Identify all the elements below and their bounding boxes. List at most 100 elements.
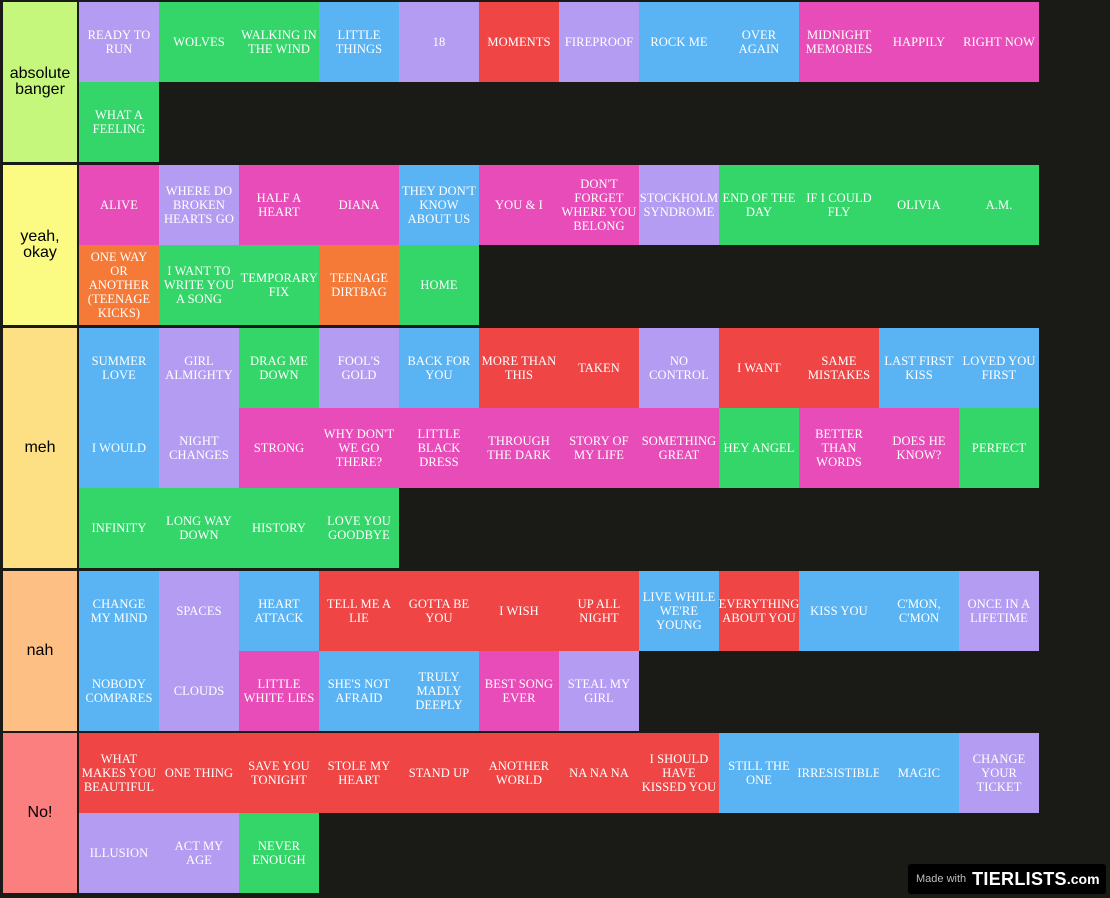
tier-item-tile[interactable]: DON'T FORGET WHERE YOU BELONG: [559, 165, 639, 245]
tier-item-tile[interactable]: I WISH: [479, 571, 559, 651]
tierlists-logo: TIERLISTS: [972, 868, 1067, 889]
tier-item-tile[interactable]: ALIVE: [79, 165, 159, 245]
tier-item-tile[interactable]: ILLUSION: [79, 813, 159, 893]
tier-item-tile[interactable]: HAPPILY: [879, 2, 959, 82]
tier-item-tile[interactable]: SOMETHING GREAT: [639, 408, 719, 488]
tier-item-tile[interactable]: STOLE MY HEART: [319, 733, 399, 813]
tier-item-tile[interactable]: I WANT: [719, 328, 799, 408]
tier-item-tile[interactable]: LOVE YOU GOODBYE: [319, 488, 399, 568]
tier-item-tile[interactable]: TEMPORARY FIX: [239, 245, 319, 325]
tier-item-tile[interactable]: I WOULD: [79, 408, 159, 488]
tier-item-tile[interactable]: DIANA: [319, 165, 399, 245]
tier-item-tile[interactable]: STILL THE ONE: [719, 733, 799, 813]
tier-item-tile[interactable]: HISTORY: [239, 488, 319, 568]
tier-item-tile[interactable]: STORY OF MY LIFE: [559, 408, 639, 488]
tier-item-tile[interactable]: NOBODY COMPARES: [79, 651, 159, 731]
tier-item-tile[interactable]: THROUGH THE DARK: [479, 408, 559, 488]
tier-item-tile[interactable]: THEY DON'T KNOW ABOUT US: [399, 165, 479, 245]
tier-item-tile[interactable]: NEVER ENOUGH: [239, 813, 319, 893]
tier-item-tile[interactable]: DRAG ME DOWN: [239, 328, 319, 408]
tier-item-tile[interactable]: ACT MY AGE: [159, 813, 239, 893]
tier-item-tile[interactable]: A.M.: [959, 165, 1039, 245]
tier-item-tile[interactable]: END OF THE DAY: [719, 165, 799, 245]
tier-item-tile[interactable]: FOOL'S GOLD: [319, 328, 399, 408]
tier-label[interactable]: absolute banger: [3, 2, 77, 162]
tier-item-tile[interactable]: 18: [399, 2, 479, 82]
tier-item-tile[interactable]: TRULY MADLY DEEPLY: [399, 651, 479, 731]
tier-item-tile[interactable]: ANOTHER WORLD: [479, 733, 559, 813]
tier-item-tile[interactable]: MAGIC: [879, 733, 959, 813]
tier-item-tile[interactable]: BEST SONG EVER: [479, 651, 559, 731]
tier-item-tile[interactable]: PERFECT: [959, 408, 1039, 488]
tier-item-tile[interactable]: BACK FOR YOU: [399, 328, 479, 408]
tier-item-tile[interactable]: WOLVES: [159, 2, 239, 82]
tier-item-tile[interactable]: KISS YOU: [799, 571, 879, 651]
tier-item-tile[interactable]: LITTLE THINGS: [319, 2, 399, 82]
tier-item-tile[interactable]: HEART ATTACK: [239, 571, 319, 651]
tier-item-tile[interactable]: LITTLE BLACK DRESS: [399, 408, 479, 488]
tier-item-tile[interactable]: I WANT TO WRITE YOU A SONG: [159, 245, 239, 325]
tier-item-tile[interactable]: CLOUDS: [159, 651, 239, 731]
tier-item-tile[interactable]: MORE THAN THIS: [479, 328, 559, 408]
tier-item-tile[interactable]: HOME: [399, 245, 479, 325]
tier-item-tile[interactable]: IF I COULD FLY: [799, 165, 879, 245]
tier-item-tile[interactable]: LITTLE WHITE LIES: [239, 651, 319, 731]
tier-label[interactable]: meh: [3, 328, 77, 568]
tier-item-tile[interactable]: DOES HE KNOW?: [879, 408, 959, 488]
tier-item-tile[interactable]: OLIVIA: [879, 165, 959, 245]
tier-item-tile[interactable]: I SHOULD HAVE KISSED YOU: [639, 733, 719, 813]
tier-item-tile[interactable]: FIREPROOF: [559, 2, 639, 82]
tier-item-tile[interactable]: CHANGE YOUR TICKET: [959, 733, 1039, 813]
tier-item-tile[interactable]: WHAT MAKES YOU BEAUTIFUL: [79, 733, 159, 813]
tier-item-tile[interactable]: READY TO RUN: [79, 2, 159, 82]
tier-item-tile[interactable]: RIGHT NOW: [959, 2, 1039, 82]
tier-item-tile[interactable]: IRRESISTIBLE: [797, 733, 880, 813]
tier-item-tile[interactable]: BETTER THAN WORDS: [799, 408, 879, 488]
tier-item-tile[interactable]: MIDNIGHT MEMORIES: [799, 2, 879, 82]
tier-item-tile[interactable]: WALKING IN THE WIND: [239, 2, 319, 82]
tier-item-tile[interactable]: NIGHT CHANGES: [159, 408, 239, 488]
tier-item-tile[interactable]: LOVED YOU FIRST: [959, 328, 1039, 408]
tier-item-tile[interactable]: SAVE YOU TONIGHT: [239, 733, 319, 813]
tier-item-tile[interactable]: STOCKHOLM SYNDROME: [639, 165, 719, 245]
tier-item-tile[interactable]: WHY DON'T WE GO THERE?: [319, 408, 399, 488]
tier-item-tile[interactable]: SPACES: [159, 571, 239, 651]
tier-item-tile[interactable]: ONE THING: [159, 733, 239, 813]
tier-item-tile[interactable]: INFINITY: [79, 488, 159, 568]
tier-item-tile[interactable]: C'MON, C'MON: [879, 571, 959, 651]
tier-item-tile[interactable]: NO CONTROL: [639, 328, 719, 408]
tier-item-tile[interactable]: LAST FIRST KISS: [879, 328, 959, 408]
tier-item-tile[interactable]: GIRL ALMIGHTY: [159, 328, 239, 408]
tier-label[interactable]: No!: [3, 733, 77, 893]
tier-item-tile[interactable]: TEENAGE DIRTBAG: [319, 245, 399, 325]
tier-item-tile[interactable]: HALF A HEART: [239, 165, 319, 245]
tier-item-tile[interactable]: ONCE IN A LIFETIME: [959, 571, 1039, 651]
tier-label[interactable]: nah: [3, 571, 77, 731]
tier-item-tile[interactable]: OVER AGAIN: [719, 2, 799, 82]
tier-item-tile[interactable]: GOTTA BE YOU: [399, 571, 479, 651]
tier-item-tile[interactable]: NA NA NA: [559, 733, 639, 813]
tier-item-tile[interactable]: TELL ME A LIE: [319, 571, 399, 651]
tier-item-tile[interactable]: YOU & I: [479, 165, 559, 245]
tier-item-tile[interactable]: STRONG: [239, 408, 319, 488]
tier-item-tile[interactable]: WHERE DO BROKEN HEARTS GO: [159, 165, 239, 245]
tier-label[interactable]: yeah, okay: [3, 165, 77, 325]
tier-item-tile[interactable]: LIVE WHILE WE'RE YOUNG: [639, 571, 719, 651]
tier-item-tile[interactable]: WHAT A FEELING: [79, 82, 159, 162]
tier-item-tile[interactable]: TAKEN: [559, 328, 639, 408]
tier-item-tile[interactable]: SUMMER LOVE: [79, 328, 159, 408]
tier-item-tile[interactable]: SAME MISTAKES: [799, 328, 879, 408]
tier-item-tile[interactable]: LONG WAY DOWN: [159, 488, 239, 568]
tier-item-tile[interactable]: STAND UP: [399, 733, 479, 813]
tier-item-tile[interactable]: EVERYTHING ABOUT YOU: [719, 571, 799, 651]
tier-item-tile[interactable]: UP ALL NIGHT: [559, 571, 639, 651]
tier-item-tile[interactable]: SHE'S NOT AFRAID: [319, 651, 399, 731]
tier-item-tile[interactable]: STEAL MY GIRL: [559, 651, 639, 731]
tier-item-tile[interactable]: MOMENTS: [479, 2, 559, 82]
tier-item-tile[interactable]: ONE WAY OR ANOTHER (TEENAGE KICKS): [79, 245, 159, 325]
tier-row: meh SUMMER LOVE GIRL ALMIGHTY DRAG ME DOWN F…: [0, 326, 1110, 568]
tier-item-tile[interactable]: ROCK ME: [639, 2, 719, 82]
tier-item-tile[interactable]: CHANGE MY MIND: [79, 571, 159, 651]
tierlists-watermark[interactable]: Made with TIERLISTS .com: [908, 864, 1106, 894]
tier-item-tile[interactable]: HEY ANGEL: [719, 408, 799, 488]
